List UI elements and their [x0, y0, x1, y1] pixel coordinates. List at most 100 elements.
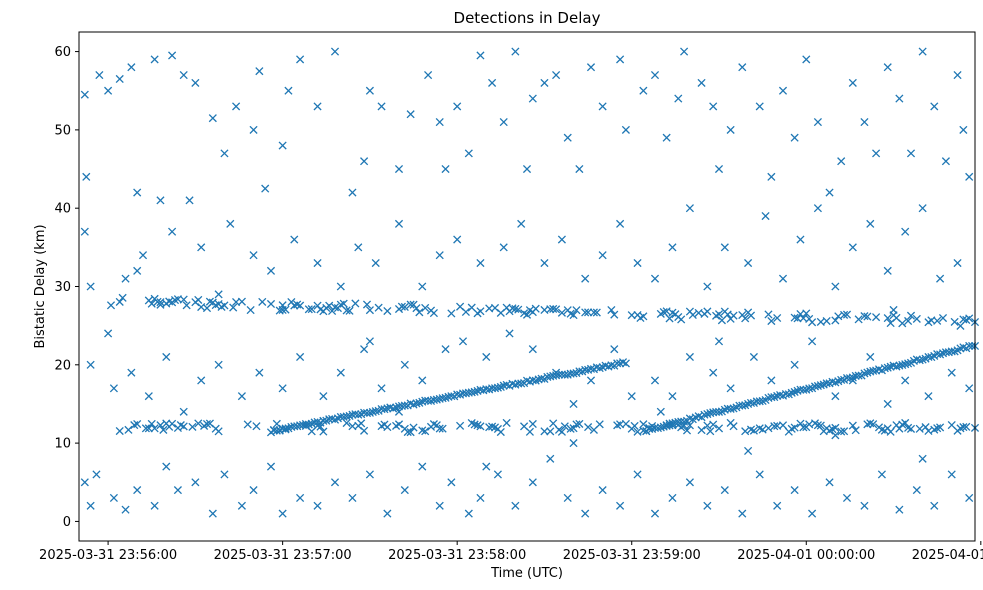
data-point [802, 309, 811, 318]
data-point [435, 251, 444, 260]
data-point [773, 313, 782, 323]
data-point [883, 314, 892, 323]
data-point [595, 364, 604, 373]
x-axis-label: Time (UTC) [490, 566, 563, 581]
data-point [150, 55, 159, 64]
data-point [860, 312, 869, 321]
data-point [124, 425, 133, 434]
data-point [598, 102, 607, 111]
data-point [831, 392, 840, 401]
data-point [133, 486, 142, 495]
data-point [278, 301, 287, 310]
data-point [569, 439, 578, 448]
data-point [493, 383, 502, 392]
data-point [549, 304, 558, 313]
data-point [156, 196, 165, 205]
data-point [511, 47, 520, 56]
data-point [685, 204, 694, 213]
data-point [790, 133, 799, 142]
data-point [842, 493, 852, 502]
data-point [709, 420, 718, 429]
data-point [394, 219, 404, 228]
data-point [197, 376, 206, 385]
data-point [703, 307, 712, 316]
data-point [400, 486, 409, 495]
data-point [330, 303, 340, 312]
data-point [194, 419, 203, 428]
data-point [296, 301, 305, 310]
data-point [720, 486, 729, 495]
data-point [316, 422, 325, 431]
data-point [918, 454, 927, 463]
data-point [522, 310, 532, 319]
data-point [729, 422, 738, 431]
data-point [365, 306, 374, 315]
data-point [677, 315, 686, 324]
data-point [572, 420, 581, 429]
data-point [906, 149, 916, 158]
data-point [650, 71, 660, 80]
data-point [755, 102, 764, 111]
data-point [540, 427, 549, 436]
data-point [962, 422, 971, 431]
data-point [607, 305, 616, 315]
data-point [613, 421, 622, 430]
data-point [714, 310, 724, 319]
data-point [965, 493, 974, 502]
data-point [904, 359, 913, 368]
data-point [168, 419, 177, 428]
data-point [816, 421, 825, 430]
data-point [188, 422, 197, 431]
data-point [365, 86, 374, 95]
data-point [906, 311, 916, 320]
data-point [357, 419, 366, 428]
data-point [406, 300, 415, 309]
data-point [168, 227, 177, 236]
data-point [266, 266, 276, 275]
data-point [953, 258, 962, 268]
data-point [476, 422, 485, 431]
data-point [755, 470, 764, 479]
data-point [374, 303, 383, 312]
data-point [950, 317, 959, 326]
data-point [313, 102, 322, 111]
data-point [319, 392, 328, 401]
data-point [746, 311, 756, 320]
data-point [447, 478, 456, 487]
data-point [281, 425, 290, 434]
data-point [348, 410, 357, 419]
data-point [435, 501, 444, 510]
data-point [915, 424, 924, 433]
data-point [848, 78, 857, 87]
data-point [633, 427, 642, 436]
data-point [80, 478, 89, 487]
data-point [863, 368, 872, 377]
data-point [354, 410, 363, 419]
data-point [598, 251, 607, 260]
data-point [685, 352, 694, 362]
x-tick-label: 2025-04-01 00:00:00 [737, 548, 875, 563]
data-point [848, 421, 857, 430]
data-point [133, 419, 142, 429]
data-point [883, 63, 892, 72]
data-point [840, 427, 849, 436]
data-point [226, 219, 235, 228]
data-point [80, 227, 89, 236]
plot-frame [78, 31, 976, 542]
data-point [415, 308, 424, 317]
data-point [290, 235, 299, 244]
data-point [965, 172, 974, 181]
data-point [808, 318, 817, 327]
data-point [147, 419, 156, 428]
data-point [767, 172, 776, 181]
data-point [252, 422, 261, 431]
data-point [464, 149, 473, 158]
data-point [778, 274, 788, 283]
data-point [639, 86, 648, 95]
data-point [866, 352, 875, 362]
data-point [467, 388, 476, 397]
data-point [246, 306, 255, 315]
data-point [557, 235, 566, 244]
data-point [659, 307, 668, 317]
